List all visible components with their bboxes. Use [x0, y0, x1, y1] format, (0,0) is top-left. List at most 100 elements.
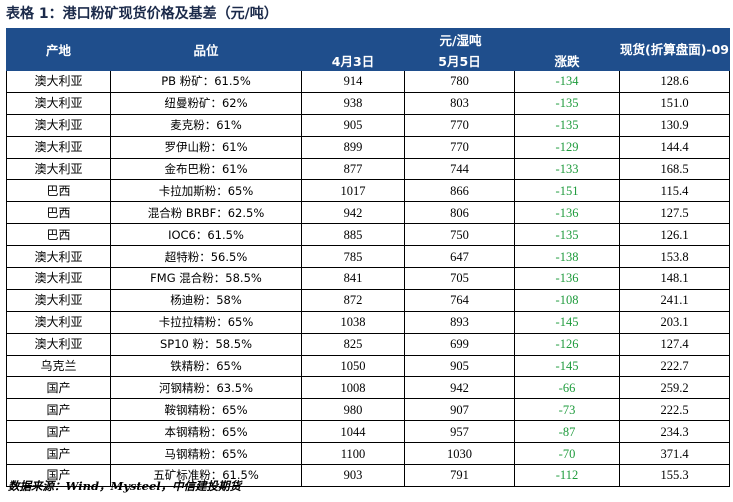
table-row: 国产 五矿标准粉：61.5% 903 791 -112 155.3 — [6, 464, 730, 487]
price-may5-cell: 770 — [404, 113, 515, 137]
region-cell: 澳大利亚 — [6, 310, 111, 334]
price-table-container: 产地 品位 元/湿吨 现货(折算盘面)-09 4月3日 5月5日 涨跌 澳大利亚… — [6, 28, 730, 487]
spot-cell: 371.4 — [619, 442, 730, 466]
spot-cell: 241.1 — [619, 288, 730, 312]
region-cell: 国产 — [6, 442, 111, 466]
region-cell: 国产 — [6, 420, 111, 444]
price-apr3-cell: 938 — [301, 91, 405, 115]
price-apr3-cell: 785 — [301, 245, 405, 269]
product-cell: 混合粉 BRBF：62.5% — [110, 201, 302, 225]
spot-cell: 127.4 — [619, 332, 730, 356]
price-apr3-cell: 825 — [301, 332, 405, 356]
header-date2: 5月5日 — [404, 49, 515, 71]
region-cell: 巴西 — [6, 179, 111, 203]
product-cell: 铁精粉：65% — [110, 354, 302, 378]
spot-cell: 144.4 — [619, 135, 730, 159]
source-note: 数据来源：Wind，Mysteel，中信建投期货 — [8, 479, 242, 493]
header-change: 涨跌 — [514, 49, 620, 71]
product-cell: 罗伊山粉：61% — [110, 135, 302, 159]
product-cell: 卡拉加斯粉：65% — [110, 179, 302, 203]
price-may5-cell: 806 — [404, 201, 515, 225]
price-apr3-cell: 872 — [301, 288, 405, 312]
spot-cell: 222.7 — [619, 354, 730, 378]
region-cell: 澳大利亚 — [6, 267, 111, 290]
price-may5-cell: 764 — [404, 288, 515, 312]
product-cell: PB 粉矿：61.5% — [110, 70, 302, 93]
price-may5-cell: 942 — [404, 376, 515, 400]
table-row: 国产 马钢精粉：65% 1100 1030 -70 371.4 — [6, 442, 730, 466]
spot-cell: 155.3 — [619, 464, 730, 487]
price-apr3-cell: 1100 — [301, 442, 405, 466]
price-may5-cell: 907 — [404, 398, 515, 422]
price-may5-cell: 750 — [404, 223, 515, 247]
price-may5-cell: 803 — [404, 91, 515, 115]
table-row: 澳大利亚 罗伊山粉：61% 899 770 -129 144.4 — [6, 135, 730, 159]
change-cell: -73 — [514, 398, 620, 422]
header-product: 品位 — [110, 28, 302, 71]
spot-cell: 128.6 — [619, 70, 730, 93]
change-cell: -145 — [514, 310, 620, 334]
change-cell: -87 — [514, 420, 620, 444]
price-apr3-cell: 980 — [301, 398, 405, 422]
spot-cell: 168.5 — [619, 157, 730, 181]
spot-cell: 127.5 — [619, 201, 730, 225]
change-cell: -145 — [514, 354, 620, 378]
header-spot: 现货(折算盘面)-09 — [619, 28, 730, 71]
price-apr3-cell: 885 — [301, 223, 405, 247]
change-cell: -135 — [514, 113, 620, 137]
price-apr3-cell: 903 — [301, 464, 405, 487]
spot-cell: 234.3 — [619, 420, 730, 444]
change-cell: -138 — [514, 245, 620, 269]
table-row: 澳大利亚 超特粉：56.5% 785 647 -138 153.8 — [6, 245, 730, 269]
change-cell: -112 — [514, 464, 620, 487]
change-cell: -135 — [514, 223, 620, 247]
region-cell: 澳大利亚 — [6, 157, 111, 181]
region-cell: 澳大利亚 — [6, 113, 111, 137]
table-row: 澳大利亚 金布巴粉：61% 877 744 -133 168.5 — [6, 157, 730, 181]
table-row: 巴西 IOC6：61.5% 885 750 -135 126.1 — [6, 223, 730, 247]
region-cell: 澳大利亚 — [6, 288, 111, 312]
change-cell: -129 — [514, 135, 620, 159]
price-apr3-cell: 877 — [301, 157, 405, 181]
region-cell: 巴西 — [6, 223, 111, 247]
product-cell: 鞍钢精粉：65% — [110, 398, 302, 422]
spot-cell: 126.1 — [619, 223, 730, 247]
table-row: 巴西 混合粉 BRBF：62.5% 942 806 -136 127.5 — [6, 201, 730, 225]
table-row: 澳大利亚 纽曼粉矿：62% 938 803 -135 151.0 — [6, 91, 730, 115]
product-cell: 超特粉：56.5% — [110, 245, 302, 269]
price-apr3-cell: 942 — [301, 201, 405, 225]
price-table: 产地 品位 元/湿吨 现货(折算盘面)-09 4月3日 5月5日 涨跌 澳大利亚… — [6, 28, 730, 487]
price-apr3-cell: 1008 — [301, 376, 405, 400]
spot-cell: 222.5 — [619, 398, 730, 422]
spot-cell: 130.9 — [619, 113, 730, 137]
price-may5-cell: 744 — [404, 157, 515, 181]
price-apr3-cell: 1017 — [301, 179, 405, 203]
price-may5-cell: 647 — [404, 245, 515, 269]
price-may5-cell: 791 — [404, 464, 515, 487]
region-cell: 澳大利亚 — [6, 91, 111, 115]
table-row: 国产 本钢精粉：65% 1044 957 -87 234.3 — [6, 420, 730, 444]
product-cell: IOC6：61.5% — [110, 223, 302, 247]
region-cell: 国产 — [6, 376, 111, 400]
change-cell: -108 — [514, 288, 620, 312]
price-may5-cell: 699 — [404, 332, 515, 356]
price-apr3-cell: 899 — [301, 135, 405, 159]
product-cell: 纽曼粉矿：62% — [110, 91, 302, 115]
product-cell: FMG 混合粉：58.5% — [110, 267, 302, 290]
product-cell: 本钢精粉：65% — [110, 420, 302, 444]
spot-cell: 203.1 — [619, 310, 730, 334]
header-region: 产地 — [6, 28, 111, 71]
product-cell: SP10 粉：58.5% — [110, 332, 302, 356]
region-cell: 澳大利亚 — [6, 70, 111, 93]
price-apr3-cell: 914 — [301, 70, 405, 93]
region-cell: 乌克兰 — [6, 354, 111, 378]
price-may5-cell: 780 — [404, 70, 515, 93]
product-cell: 河钢精粉：63.5% — [110, 376, 302, 400]
table-row: 澳大利亚 SP10 粉：58.5% 825 699 -126 127.4 — [6, 332, 730, 356]
table-row: 乌克兰 铁精粉：65% 1050 905 -145 222.7 — [6, 354, 730, 378]
price-may5-cell: 770 — [404, 135, 515, 159]
price-may5-cell: 957 — [404, 420, 515, 444]
table-row: 国产 河钢精粉：63.5% 1008 942 -66 259.2 — [6, 376, 730, 400]
price-apr3-cell: 1044 — [301, 420, 405, 444]
table-header: 产地 品位 元/湿吨 现货(折算盘面)-09 4月3日 5月5日 涨跌 — [6, 28, 730, 71]
